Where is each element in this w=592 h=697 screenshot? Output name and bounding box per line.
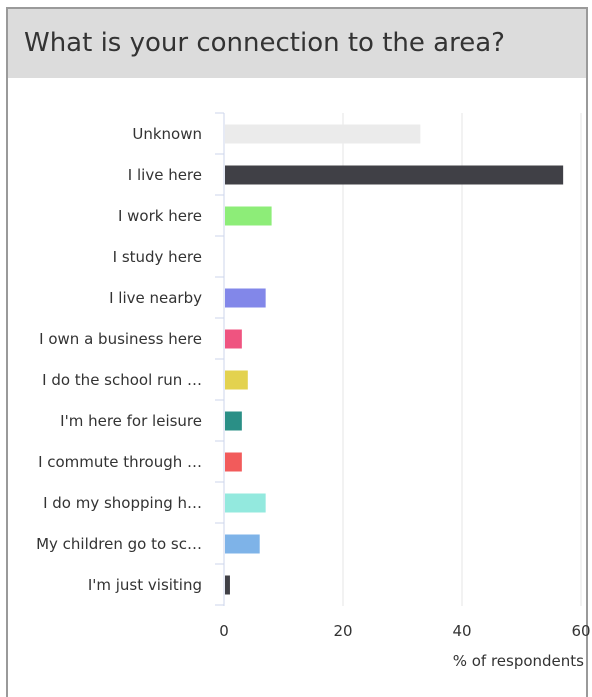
bar-8 [225, 411, 242, 431]
x-tick-label-60: 60 [571, 622, 590, 640]
bar-1 [225, 124, 421, 144]
category-label-11: My children go to sc… [36, 535, 202, 553]
category-label-10: I do my shopping h… [43, 494, 202, 512]
bar-12 [225, 575, 230, 595]
category-label-1: Unknown [132, 125, 202, 143]
category-label-12: I'm just visiting [88, 576, 202, 594]
bar-10 [225, 493, 266, 513]
category-label-7: I do the school run … [42, 371, 202, 389]
category-label-2: I live here [128, 166, 202, 184]
chart-title: What is your connection to the area? [24, 28, 505, 58]
x-axis-title: % of respondents [453, 652, 584, 670]
bar-7 [225, 370, 248, 390]
x-tick-label-40: 40 [452, 622, 471, 640]
category-label-9: I commute through … [38, 453, 202, 471]
x-tick-label-0: 0 [219, 622, 229, 640]
category-label-3: I work here [118, 207, 202, 225]
bar-6 [225, 329, 242, 349]
bar-5 [225, 288, 266, 308]
chart-panel: What is your connection to the area? [6, 7, 588, 697]
bar-3 [225, 206, 272, 226]
category-label-4: I study here [113, 248, 202, 266]
bar-2 [225, 165, 564, 185]
panel-header: What is your connection to the area? [8, 9, 586, 78]
category-label-5: I live nearby [109, 289, 202, 307]
bar-11 [225, 534, 260, 554]
category-label-6: I own a business here [39, 330, 202, 348]
x-tick-label-20: 20 [333, 622, 352, 640]
bar-9 [225, 452, 242, 472]
category-label-8: I'm here for leisure [60, 412, 202, 430]
